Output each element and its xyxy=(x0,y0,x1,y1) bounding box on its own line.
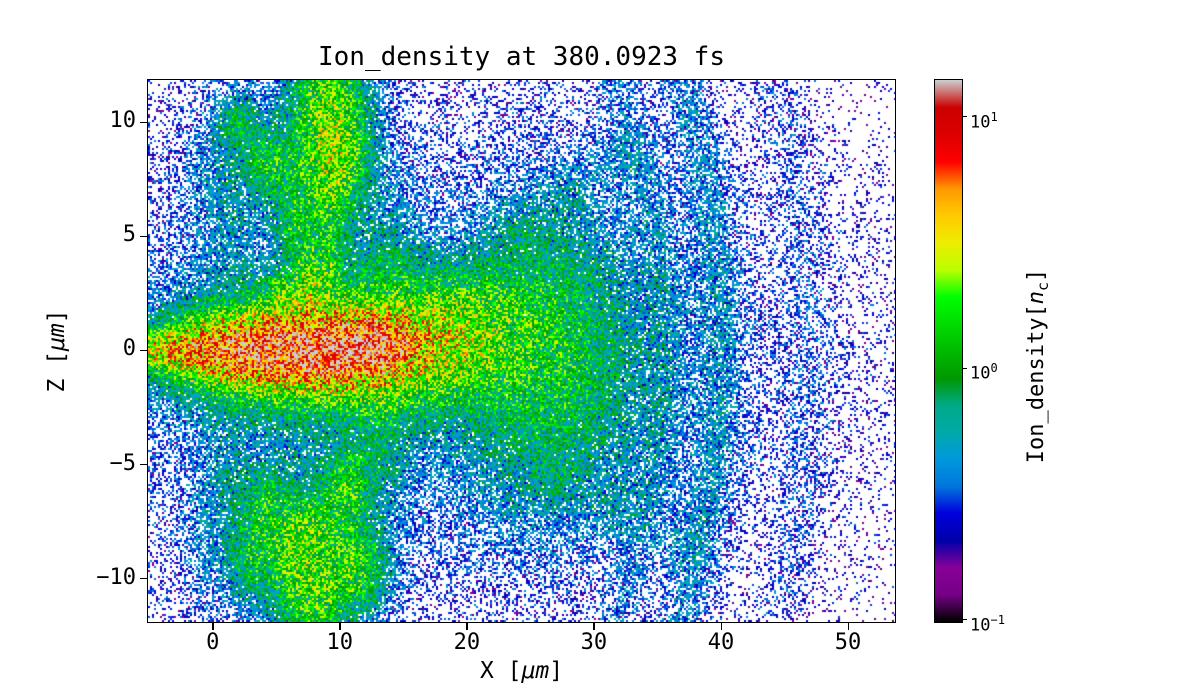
colorbar-tick-mark xyxy=(962,116,967,118)
y-axis-label-close: ] xyxy=(44,309,70,324)
colorbar-tick-label: 100 xyxy=(970,361,998,384)
x-tick-mark xyxy=(466,623,468,630)
colorbar-tick-mark xyxy=(962,367,967,369)
y-tick-label: 0 xyxy=(122,336,136,362)
x-tick-label: 40 xyxy=(707,630,735,655)
chart-title: Ion_density at 380.0923 fs xyxy=(318,42,725,72)
x-axis-label: X [μm] xyxy=(148,658,895,684)
y-tick-mark xyxy=(140,235,147,237)
colorbar-tick-label: 10−1 xyxy=(970,612,1005,636)
x-axis-unit: μm xyxy=(521,658,550,684)
colorbar-label-sub: c xyxy=(1034,282,1053,292)
y-tick-label: 5 xyxy=(122,222,136,248)
colorbar-gradient xyxy=(935,80,962,622)
x-tick-label: 0 xyxy=(206,630,220,655)
x-tick-mark xyxy=(212,623,214,630)
x-tick-mark xyxy=(593,623,595,630)
x-tick-label: 50 xyxy=(834,630,862,655)
y-tick-label: −10 xyxy=(96,564,136,590)
x-axis-label-close: ] xyxy=(549,658,564,684)
x-tick-mark xyxy=(720,623,722,630)
x-tick-label: 30 xyxy=(580,630,608,655)
colorbar-label-text: Ion_density[ xyxy=(1023,304,1049,464)
y-tick-mark xyxy=(140,577,147,580)
colorbar-tick-label: 101 xyxy=(970,109,998,133)
y-tick-label: −5 xyxy=(109,450,137,476)
plot-area xyxy=(147,79,896,623)
y-tick-mark xyxy=(140,121,147,123)
x-tick-mark xyxy=(847,623,849,630)
colorbar-label-close: ] xyxy=(1023,268,1049,283)
x-axis-label-text: X [ xyxy=(479,658,522,684)
colorbar-label-var: n xyxy=(1023,291,1049,305)
x-tick-label: 10 xyxy=(326,630,354,655)
colorbar-label: Ion_density[nc] xyxy=(1024,269,1052,463)
x-tick-mark xyxy=(339,623,341,630)
colorbar xyxy=(934,79,963,623)
y-tick-label: 10 xyxy=(109,108,137,134)
colorbar-tick-mark xyxy=(962,619,967,621)
x-tick-label: 20 xyxy=(453,630,481,655)
heatmap-canvas xyxy=(148,80,895,622)
y-tick-mark xyxy=(140,349,147,352)
y-tick-mark xyxy=(140,463,147,466)
